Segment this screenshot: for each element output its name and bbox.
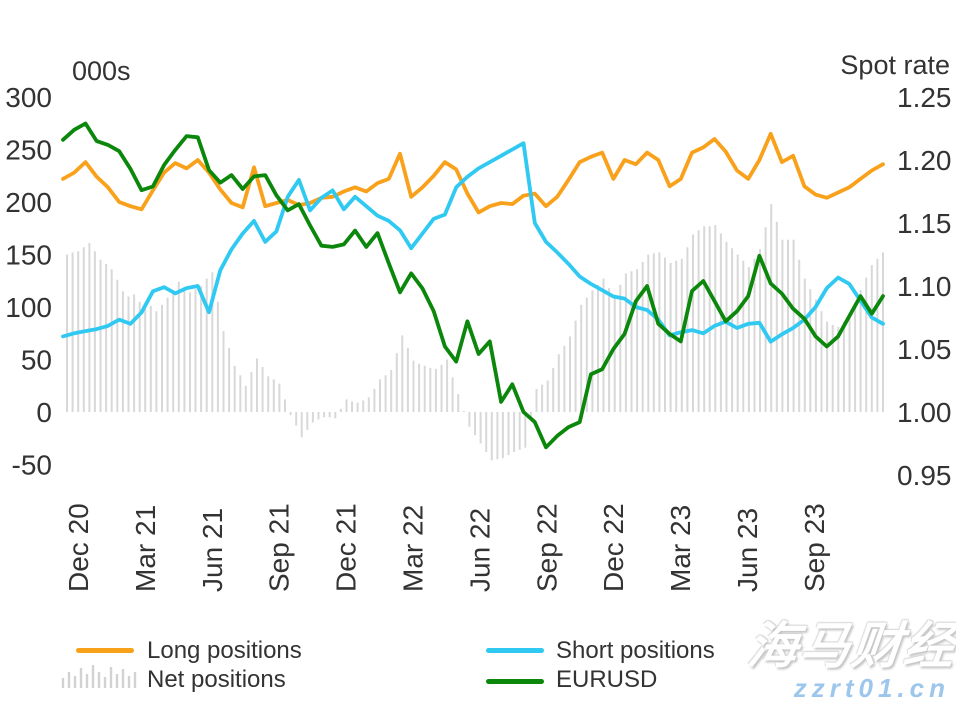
left-axis-tick: 300 <box>5 82 52 113</box>
eurusd-line <box>61 121 885 450</box>
left-axis-tick: 150 <box>5 240 52 271</box>
long-positions-line <box>61 131 885 215</box>
long-positions-swatch <box>76 648 134 653</box>
x-axis-tick: Mar 23 <box>665 505 696 592</box>
net-positions-swatch <box>61 665 137 688</box>
x-axis-tick: Dec 22 <box>598 503 629 592</box>
left-axis-tick: 50 <box>21 345 52 376</box>
right-axis-tick: 1.05 <box>897 334 952 365</box>
left-axis-title: 000s <box>72 56 131 86</box>
x-axis-tick: Jun 23 <box>732 508 763 592</box>
plot-area: 300 250 200 150 100 50 0 -50 1.25 1.20 1.15 1.10 1.0… <box>5 82 952 592</box>
watermark-url-text: zzrt01.cn <box>793 673 950 703</box>
right-axis-tick: 1.25 <box>897 82 952 113</box>
x-axis-tick: Jun 22 <box>464 508 495 592</box>
right-axis-title: Spot rate <box>840 50 950 80</box>
right-axis-tick: 1.00 <box>897 397 952 428</box>
left-axis-tick: 250 <box>5 135 52 166</box>
right-axis-tick: 0.95 <box>897 460 952 491</box>
x-axis-tick: Jun 21 <box>197 508 228 592</box>
right-axis-tick: 1.20 <box>897 145 952 176</box>
watermark-chinese-text: 海马财经 <box>745 618 956 674</box>
left-axis-tick: -50 <box>12 450 52 481</box>
left-axis-tick-labels: 300 250 200 150 100 50 0 -50 <box>5 82 52 481</box>
x-axis-tick: Mar 21 <box>130 505 161 592</box>
right-axis-tick: 1.10 <box>897 271 952 302</box>
x-axis-tick: Sep 22 <box>531 503 562 592</box>
left-axis-tick: 0 <box>36 397 52 428</box>
legend-label-short-positions: Short positions <box>556 637 715 664</box>
left-axis-tick: 100 <box>5 292 52 323</box>
legend-label-long-positions: Long positions <box>147 637 302 664</box>
short-positions-line <box>61 141 885 344</box>
watermark: 海马财经 zzrt01.cn <box>686 618 956 702</box>
x-axis-tick: Sep 21 <box>264 503 295 592</box>
left-axis-tick: 200 <box>5 187 52 218</box>
x-axis-tick: Dec 21 <box>331 503 362 592</box>
net-positions-bars <box>66 204 884 461</box>
legend-label-eurusd: EURUSD <box>556 666 658 693</box>
x-axis-tick: Mar 22 <box>398 505 429 592</box>
x-axis-tick: Sep 23 <box>799 503 830 592</box>
right-axis-tick: 1.15 <box>897 208 952 239</box>
right-axis-tick-labels: 1.25 1.20 1.15 1.10 1.05 1.00 0.95 <box>897 82 952 491</box>
legend-label-net-positions: Net positions <box>147 666 286 693</box>
short-positions-swatch <box>486 648 544 653</box>
x-axis-tick-labels: Dec 20 Mar 21 Jun 21 Sep 21 Dec 21 Mar 22 Jun … <box>63 503 830 592</box>
eurusd-swatch <box>486 679 544 684</box>
x-axis-tick: Dec 20 <box>63 503 94 592</box>
